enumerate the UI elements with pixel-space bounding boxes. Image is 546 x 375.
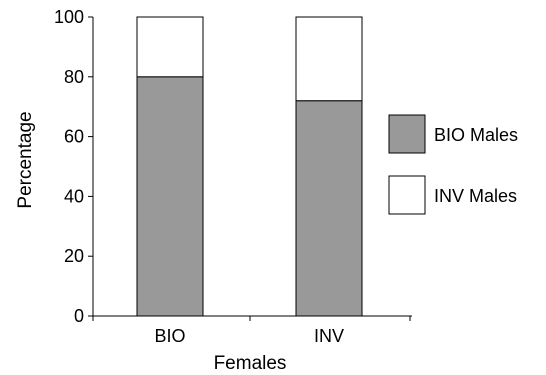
y-tick-label: 60 bbox=[64, 127, 84, 147]
y-axis-title: Percentage bbox=[15, 111, 36, 208]
legend-swatch-bio-males bbox=[388, 114, 426, 154]
legend-swatch-inv-males bbox=[388, 175, 426, 215]
y-tick-label: 40 bbox=[64, 186, 84, 206]
x-tick-label-bio: BIO bbox=[154, 326, 185, 346]
bar-inv-inv-males bbox=[295, 16, 363, 102]
bar-bio-bio-males bbox=[136, 76, 204, 317]
bars-group bbox=[136, 16, 363, 317]
bar-bio-inv-males bbox=[136, 16, 204, 78]
x-axis-title: Females bbox=[214, 353, 287, 374]
legend-label-bio-males: BIO Males bbox=[434, 125, 518, 145]
y-axis: 0 20 40 60 80 100 bbox=[54, 7, 94, 326]
y-tick-label: 100 bbox=[54, 7, 84, 27]
legend: BIO Males INV Males bbox=[388, 114, 518, 215]
y-tick-label: 80 bbox=[64, 67, 84, 87]
x-tick-label-inv: INV bbox=[314, 326, 344, 346]
y-tick-label: 20 bbox=[64, 246, 84, 266]
y-tick-label: 0 bbox=[74, 306, 84, 326]
legend-label-inv-males: INV Males bbox=[434, 186, 517, 206]
bar-inv-bio-males bbox=[295, 100, 363, 317]
x-axis: BIO INV bbox=[92, 315, 412, 346]
